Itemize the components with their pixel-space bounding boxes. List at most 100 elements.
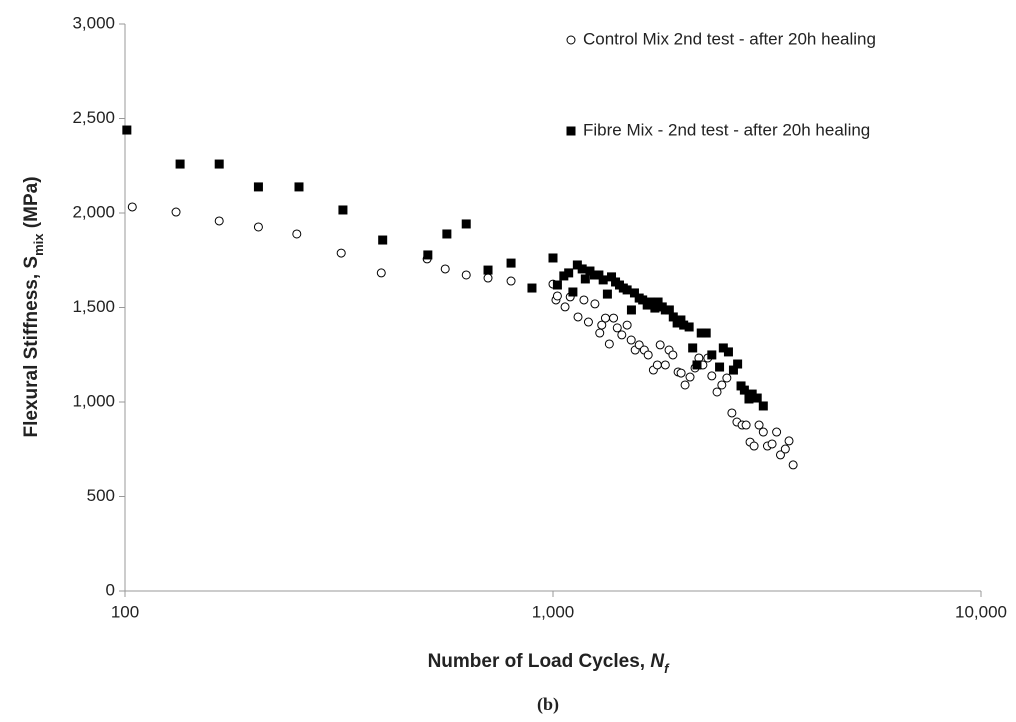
data-point bbox=[643, 350, 653, 360]
y-tick-label: 1,000 bbox=[72, 391, 115, 410]
data-point bbox=[727, 408, 737, 418]
x-tick-label: 100 bbox=[111, 602, 139, 621]
legend-label: Control Mix 2nd test - after 20h healing bbox=[583, 29, 876, 48]
data-point bbox=[680, 380, 690, 390]
data-point bbox=[676, 315, 686, 325]
y-label-sub: mix bbox=[31, 233, 46, 256]
legend-label: Fibre Mix - 2nd test - after 20h healing bbox=[583, 120, 870, 139]
data-point bbox=[607, 272, 617, 282]
data-point bbox=[572, 260, 582, 270]
data-point bbox=[626, 335, 636, 345]
data-point bbox=[461, 270, 471, 280]
data-point bbox=[617, 330, 627, 340]
data-point bbox=[573, 312, 583, 322]
data-point bbox=[688, 343, 698, 353]
data-point bbox=[609, 313, 619, 323]
data-point bbox=[583, 317, 593, 327]
data-point bbox=[638, 295, 648, 305]
data-point bbox=[758, 401, 768, 411]
data-point bbox=[560, 302, 570, 312]
data-point bbox=[646, 297, 656, 307]
data-point bbox=[622, 320, 632, 330]
x-label-var: N bbox=[650, 651, 665, 672]
data-point bbox=[597, 320, 607, 330]
data-point bbox=[758, 427, 768, 437]
data-point bbox=[604, 339, 614, 349]
data-point bbox=[723, 347, 733, 357]
data-point bbox=[552, 280, 562, 290]
x-tick-label: 10,000 bbox=[955, 602, 1007, 621]
x-label-main: Number of Load Cycles, bbox=[428, 651, 651, 672]
data-point bbox=[580, 274, 590, 284]
data-point bbox=[728, 365, 738, 375]
data-point bbox=[701, 328, 711, 338]
data-point bbox=[600, 313, 610, 323]
data-point bbox=[442, 229, 452, 239]
data-point bbox=[564, 268, 574, 278]
data-point bbox=[376, 268, 386, 278]
data-point bbox=[577, 264, 587, 274]
data-point bbox=[652, 360, 662, 370]
data-point bbox=[767, 439, 777, 449]
data-point bbox=[733, 359, 743, 369]
y-tick-label: 0 bbox=[106, 580, 115, 599]
data-point bbox=[650, 303, 660, 313]
data-point bbox=[685, 372, 695, 382]
data-point bbox=[527, 283, 537, 293]
data-point bbox=[717, 380, 727, 390]
data-point bbox=[622, 285, 632, 295]
data-point bbox=[707, 350, 717, 360]
x-label-sub: f bbox=[664, 661, 670, 676]
data-point bbox=[552, 291, 562, 301]
data-point bbox=[253, 182, 263, 192]
data-point bbox=[594, 270, 604, 280]
data-point bbox=[784, 436, 794, 446]
data-point bbox=[338, 205, 348, 215]
data-point bbox=[483, 265, 493, 275]
data-point bbox=[585, 266, 595, 276]
data-point bbox=[696, 328, 706, 338]
data-point bbox=[483, 273, 493, 283]
data-point bbox=[722, 373, 732, 383]
data-point bbox=[612, 323, 622, 333]
y-tick-label: 500 bbox=[87, 486, 115, 505]
data-point bbox=[579, 295, 589, 305]
data-point bbox=[715, 362, 725, 372]
data-point bbox=[744, 394, 754, 404]
data-point bbox=[568, 287, 578, 297]
y-tick-label: 2,500 bbox=[72, 108, 115, 127]
data-point bbox=[788, 460, 798, 470]
data-point bbox=[440, 264, 450, 274]
data-point bbox=[595, 328, 605, 338]
data-point bbox=[598, 275, 608, 285]
data-point bbox=[590, 299, 600, 309]
y-axis-label: Flexural Stiffness, Smix (MPa) bbox=[21, 176, 46, 437]
data-point bbox=[506, 258, 516, 268]
data-point bbox=[626, 305, 636, 315]
data-point bbox=[548, 253, 558, 263]
data-point bbox=[692, 360, 702, 370]
data-point bbox=[718, 343, 728, 353]
data-point bbox=[741, 420, 751, 430]
legend-marker bbox=[566, 126, 576, 136]
data-point bbox=[749, 441, 759, 451]
data-point bbox=[122, 125, 132, 135]
y-label-main: Flexural Stiffness, S bbox=[21, 256, 42, 438]
data-point bbox=[679, 320, 689, 330]
data-point bbox=[292, 229, 302, 239]
data-point bbox=[707, 371, 717, 381]
data-point bbox=[214, 216, 224, 226]
data-point bbox=[775, 450, 785, 460]
data-point bbox=[676, 368, 686, 378]
data-point bbox=[660, 360, 670, 370]
data-point bbox=[559, 271, 569, 281]
y-label-unit: (MPa) bbox=[21, 176, 42, 233]
data-point bbox=[684, 322, 694, 332]
y-tick-label: 3,000 bbox=[72, 13, 115, 32]
data-point bbox=[423, 250, 433, 260]
data-point bbox=[461, 219, 471, 229]
data-point bbox=[127, 202, 137, 212]
data-point bbox=[253, 222, 263, 232]
data-point bbox=[336, 248, 346, 258]
